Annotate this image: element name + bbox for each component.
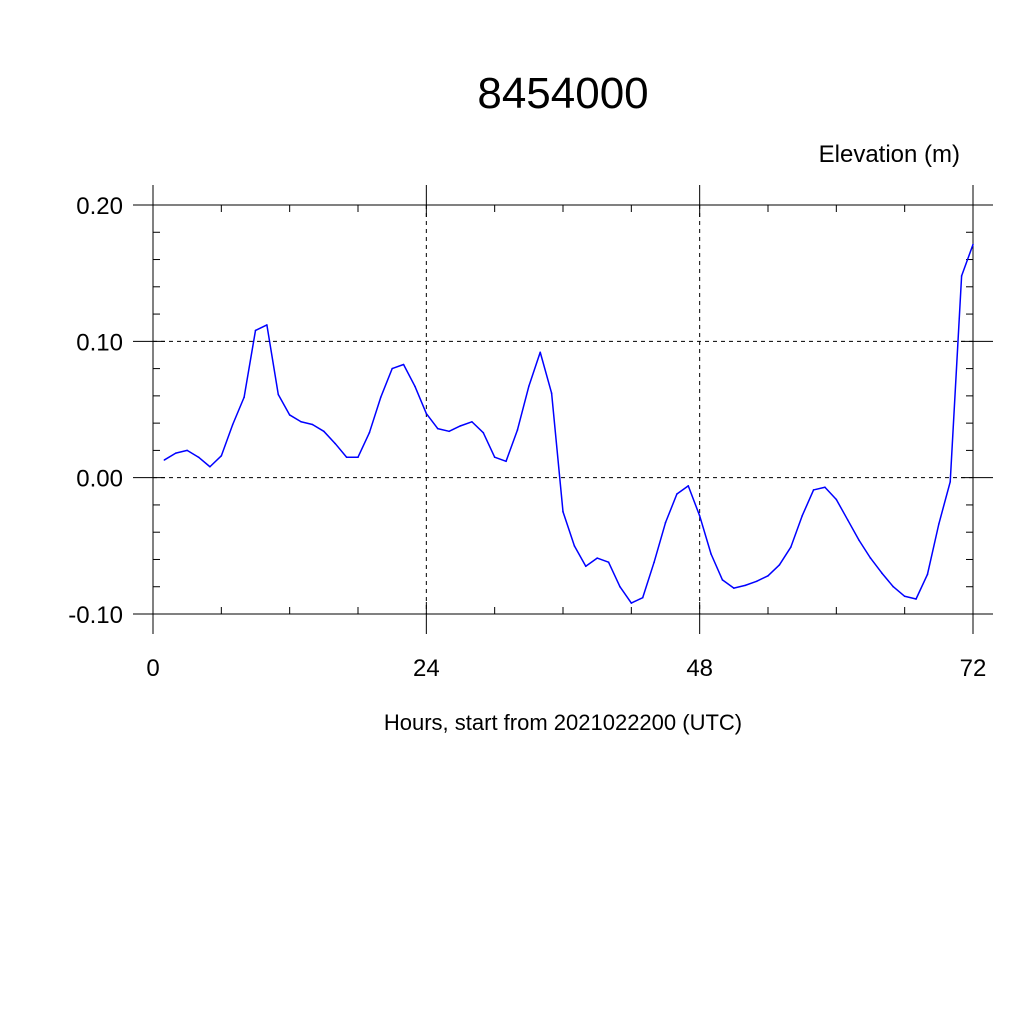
data-point [767, 575, 769, 577]
data-point [972, 243, 974, 246]
data-point [528, 385, 530, 388]
data-point [812, 489, 815, 491]
series-group [163, 243, 974, 604]
data-point [789, 546, 792, 548]
data-point [266, 324, 268, 326]
data-point [550, 392, 553, 394]
data-point [300, 420, 302, 423]
data-point [311, 423, 314, 426]
y-tick-label: 0.00 [76, 466, 123, 493]
data-point [619, 585, 621, 588]
data-point [231, 423, 234, 426]
data-point [357, 456, 359, 459]
data-point [949, 480, 952, 483]
data-point [584, 565, 587, 568]
data-point [755, 580, 758, 583]
minor-ticks [153, 205, 973, 614]
chart-title: 8454000 [477, 69, 648, 118]
y-tick-label: 0.10 [76, 329, 123, 356]
data-point [607, 561, 610, 563]
data-point [710, 553, 712, 555]
data-point [938, 523, 940, 525]
data-point [459, 425, 462, 427]
plot-frame [152, 204, 974, 615]
data-point [903, 595, 906, 598]
data-point [471, 420, 473, 423]
data-point [436, 427, 439, 430]
data-point [881, 572, 883, 574]
data-point [892, 585, 895, 588]
data-point [323, 430, 325, 433]
data-point [254, 329, 257, 332]
data-point [801, 515, 803, 517]
data-point [733, 587, 735, 589]
data-point [653, 561, 655, 563]
y-axis-label: Elevation (m) [819, 141, 960, 168]
data-point [288, 414, 291, 416]
data-point [915, 598, 917, 600]
data-point [926, 573, 929, 576]
data-point [425, 412, 428, 415]
data-point [858, 539, 860, 542]
data-point [163, 459, 166, 461]
data-point [368, 431, 371, 434]
x-axis-label: Hours, start from 2021022200 (UTC) [384, 710, 742, 735]
y-tick-label: -0.10 [68, 602, 123, 629]
data-point [516, 429, 519, 431]
data-point [698, 515, 701, 517]
grid [153, 204, 974, 615]
data-point [676, 493, 678, 495]
data-point [334, 442, 337, 445]
data-point [824, 486, 826, 489]
data-point [243, 396, 245, 399]
data-point [562, 510, 564, 513]
data-point [414, 385, 416, 388]
data-point [482, 431, 485, 434]
data-point [960, 275, 963, 277]
data-point [835, 498, 838, 501]
data-point [505, 460, 507, 463]
data-point [744, 584, 747, 587]
data-point [174, 452, 177, 454]
data-point [721, 579, 724, 581]
data-point [573, 545, 576, 547]
data-point [402, 363, 405, 366]
y-tick-labels: -0.10 0.00 0.10 0.20 [68, 193, 123, 629]
x-tick-labels: 0 24 48 72 [146, 655, 986, 682]
data-point [448, 430, 450, 433]
data-point [277, 393, 280, 396]
data-point [687, 485, 690, 487]
data-point [209, 465, 211, 468]
data-point [846, 519, 849, 521]
major-ticks [133, 185, 993, 634]
x-tick-label: 0 [146, 655, 159, 682]
data-point [379, 396, 382, 399]
data-point [186, 449, 188, 452]
data-point [596, 557, 598, 559]
data-point [345, 456, 348, 459]
data-point [391, 367, 393, 370]
data-point [220, 455, 223, 457]
data-point [641, 596, 644, 599]
data-point [778, 564, 781, 566]
x-tick-label: 72 [960, 655, 987, 682]
x-tick-label: 48 [686, 655, 713, 682]
data-point [664, 521, 667, 524]
data-point [493, 456, 496, 459]
data-point [539, 351, 542, 354]
data-point [630, 602, 633, 604]
data-point [869, 557, 872, 559]
y-tick-label: 0.20 [76, 193, 123, 220]
x-tick-label: 24 [413, 655, 440, 682]
data-point [197, 456, 200, 459]
series-line [164, 244, 974, 604]
